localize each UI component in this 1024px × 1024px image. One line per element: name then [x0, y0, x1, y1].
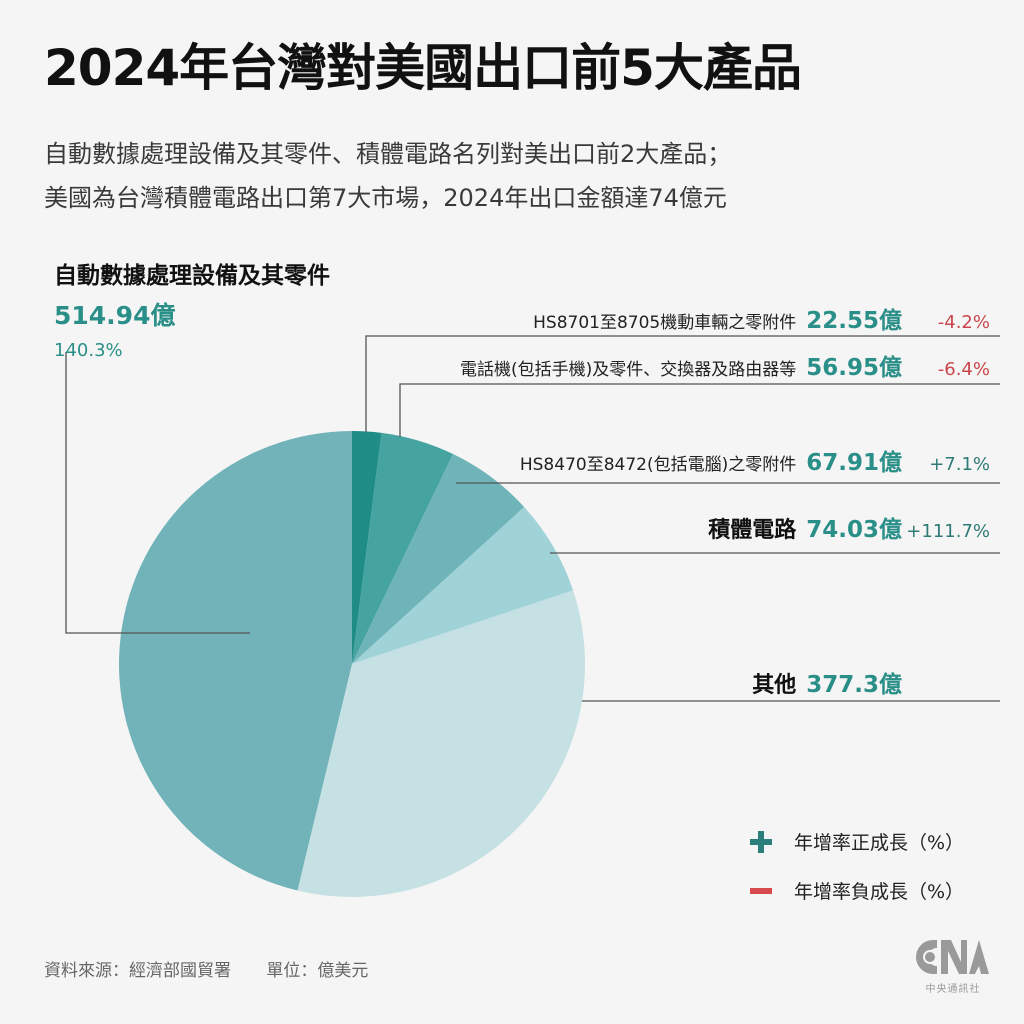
pie-slice [119, 431, 352, 891]
pie-slice [352, 432, 454, 664]
legend-negative-label: 年增率負成長（%） [794, 881, 965, 903]
cna-logo-icon [916, 940, 989, 974]
pie-slice [297, 590, 585, 897]
source-text: 資料來源：經濟部國貿署 [44, 961, 231, 981]
callout-pct: +7.1% [929, 454, 990, 475]
callout-value: 377.3億 [806, 672, 902, 698]
subtitle-line-2: 美國為台灣積體電路出口第7大市場，2024年出口金額達74億元 [44, 184, 727, 212]
chart-title: 2024年台灣對美國出口前5大產品 [44, 39, 802, 97]
callout-label: 積體電路 [708, 518, 797, 543]
callout-value: 67.91億 [806, 450, 902, 476]
callout-label: HS8701至8705機動車輛之零附件 [533, 313, 797, 333]
callout-value: 56.95億 [806, 355, 902, 381]
auto-data-pct: 140.3% [54, 340, 123, 361]
callout-label: 電話機(包括手機)及零件、交換器及路由器等 [459, 360, 797, 380]
plus-icon [750, 830, 772, 853]
callout-telephones: 電話機(包括手機)及零件、交換器及路由器等 56.95億 -6.4% [460, 348, 990, 382]
auto-data-label: 自動數據處理設備及其零件 [54, 263, 330, 289]
cna-logo: 中央通訊社 [912, 938, 994, 995]
unit-text: 單位：億美元 [266, 961, 369, 981]
pie-slice [352, 507, 574, 664]
pie-slice [352, 454, 525, 664]
callout-value: 74.03億 [806, 517, 902, 543]
pie-slice [352, 431, 382, 664]
callout-computer-parts: HS8470至8472(包括電腦)之零附件 67.91億 +7.1% [520, 443, 990, 477]
callout-vehicle-parts: HS8701至8705機動車輛之零附件 22.55億 -4.2% [533, 301, 990, 335]
footer: 資料來源：經濟部國貿署 單位：億美元 [44, 956, 368, 981]
pie-slices [119, 431, 585, 897]
legend-positive: 年增率正成長（%） [750, 828, 964, 855]
leader-line-vehicle-parts [365, 335, 1000, 432]
auto-data-value: 514.94億 [54, 301, 176, 330]
minus-icon [750, 887, 772, 894]
callout-ic: 積體電路 74.03億 +111.7% [708, 510, 990, 544]
leader-line-telephones [399, 383, 1000, 437]
callout-value: 22.55億 [806, 308, 902, 334]
callout-label: 其他 [752, 673, 797, 698]
callout-other: 其他 377.3億 [752, 665, 902, 699]
callout-pct: -4.2% [937, 312, 990, 333]
leader-lines [65, 335, 1000, 702]
callout-label: HS8470至8472(包括電腦)之零附件 [519, 455, 797, 475]
cna-logo-text: 中央通訊社 [925, 984, 981, 995]
legend-negative: 年增率負成長（%） [750, 877, 964, 904]
callout-pct: -6.4% [937, 359, 990, 380]
legend-positive-label: 年增率正成長（%） [794, 832, 965, 854]
leader-line-auto-data [65, 352, 250, 634]
subtitle-line-1: 自動數據處理設備及其零件、積體電路名列對美出口前2大產品； [44, 140, 732, 168]
callout-pct: +111.7% [906, 521, 990, 542]
